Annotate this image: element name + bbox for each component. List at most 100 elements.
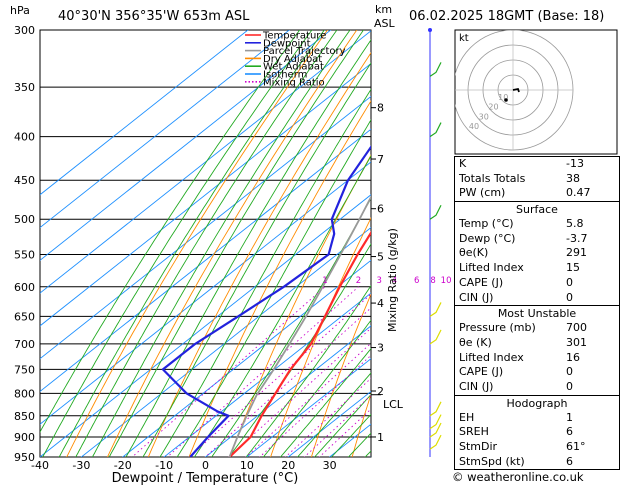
index-row: Temp (°C) 5.8 (455, 217, 619, 232)
wind-barb (429, 302, 442, 317)
mixing-ratio-label: 8 (430, 276, 435, 286)
wet-adiabat-line (262, 319, 371, 457)
isotherm-line (40, 63, 371, 327)
wet-adiabat-line (313, 393, 371, 457)
index-name: StmSpd (kt) (459, 454, 525, 468)
index-name: Lifted Index (459, 261, 524, 275)
index-row: Dewp (°C) -3.7 (455, 232, 619, 247)
index-name: EH (459, 410, 475, 424)
dry-adiabat-line (66, 30, 329, 457)
km-tick-label: 3 (377, 342, 384, 355)
index-row: CIN (J) 0 (455, 291, 619, 306)
plot-lines (40, 30, 371, 457)
index-name: Totals Totals (459, 171, 526, 185)
index-name: K (459, 157, 467, 170)
isotherm-line (40, 30, 249, 196)
mixing-ratio-line (227, 327, 371, 457)
index-value: 301 (566, 335, 587, 349)
hodograph-unit-label: kt (459, 33, 469, 44)
index-value: 38 (566, 171, 580, 185)
datetime-label: 06.02.2025 18GMT (Base: 18) (409, 9, 604, 24)
wet-adiabat-line (91, 30, 351, 457)
wet-adiabat-line (58, 30, 325, 457)
wet-adiabat-line (330, 413, 371, 457)
wet-adiabat-line (125, 39, 371, 457)
mixing-ratio-label: 10 (441, 276, 452, 286)
index-value: 15 (566, 261, 580, 275)
mixing-ratio-label: 3 (376, 276, 381, 286)
index-value: 0 (566, 290, 573, 304)
dry-adiabat-line (310, 293, 371, 457)
lcl-label: LCL (383, 398, 404, 411)
profile-lines (161, 145, 371, 457)
surface-indices: Temp (°C) 5.8 Dewp (°C) -3.7 θe(K) 291 Lifted … (455, 217, 619, 305)
isotherm-line (40, 95, 371, 360)
pressure-tick-labels: 300 350 400 450 500 550 600 650 700 750 800 850 900 9… (14, 24, 35, 464)
index-name: SREH (459, 425, 489, 439)
wind-barb (429, 329, 442, 345)
index-row: Totals Totals 38 (455, 172, 619, 187)
legend-label: Dewpoint (263, 38, 311, 49)
wet-adiabat-line (75, 30, 338, 457)
isotherm-line (40, 161, 371, 425)
temperature-tick-label: -20 (114, 459, 132, 472)
dry-adiabat-line (188, 100, 371, 457)
pressure-tick-label: 550 (14, 249, 35, 262)
temperature-tick-label: 30 (323, 459, 337, 472)
temperature-tick-label: -10 (155, 459, 173, 472)
isotherm-line (80, 226, 371, 457)
wet-adiabat-line (108, 30, 365, 457)
pressure-tick-label: 450 (14, 174, 35, 187)
index-row: Pressure (mb) 700 (455, 321, 619, 336)
index-value: 0 (566, 275, 573, 289)
temperature-tick-label: -30 (72, 459, 90, 472)
pressure-tick-label: 850 (14, 410, 35, 423)
wet-adiabat-line (228, 243, 371, 457)
wet-adiabat-line (42, 30, 313, 457)
isotherm-line (122, 259, 371, 457)
wet-adiabat-line (142, 62, 371, 457)
index-row: PW (cm) 0.47 (455, 186, 619, 201)
mixing-ratio-line (258, 354, 371, 457)
index-name: Dewp (°C) (459, 231, 516, 245)
wind-barb (429, 434, 442, 450)
temperature-profile (228, 230, 371, 457)
dry-adiabat-line (147, 52, 371, 457)
mixing-ratio-label: 4 (392, 276, 397, 286)
temperature-tick-label: 10 (240, 459, 254, 472)
wet-adiabat-line (279, 347, 371, 457)
index-value: 1 (566, 410, 573, 424)
legend-label: Parcel Trajectory (263, 46, 346, 57)
mixing-ratio-line (318, 408, 371, 457)
index-value: 16 (566, 350, 580, 364)
index-name: CAPE (J) (459, 365, 504, 379)
legend-label: Mixing Ratio (263, 77, 325, 88)
wind-barb (429, 62, 442, 77)
copyright-notice: © weatheronline.co.uk (452, 470, 584, 484)
mixing-ratio-line (284, 377, 371, 457)
temperature-tick-label: -40 (31, 459, 49, 472)
hodograph-ring-label: 20 (488, 103, 498, 112)
isotherm-line (40, 128, 371, 393)
index-name: CIN (J) (459, 379, 494, 393)
pressure-tick-label: 900 (14, 431, 35, 444)
km-tick-label: 2 (377, 385, 384, 398)
mixing-ratio-line (303, 394, 371, 457)
wet-adiabat-line (159, 88, 371, 457)
index-value: -3.7 (566, 231, 588, 245)
km-unit-label: km (375, 3, 392, 16)
index-name: PW (cm) (459, 186, 506, 200)
legend-label: Temperature (262, 31, 326, 42)
temperature-tick-label: 0 (202, 459, 209, 472)
hodograph-ring-label: 30 (479, 112, 489, 121)
index-row: CAPE (J) 0 (455, 365, 619, 380)
index-name: Temp (°C) (459, 217, 514, 231)
index-row: SREH 6 (455, 425, 619, 440)
index-row: K -13 (455, 157, 619, 172)
index-name: CIN (J) (459, 290, 494, 304)
index-name: StmDir (459, 440, 498, 453)
hodograph-frame (454, 29, 618, 155)
pressure-tick-label: 600 (14, 281, 35, 294)
